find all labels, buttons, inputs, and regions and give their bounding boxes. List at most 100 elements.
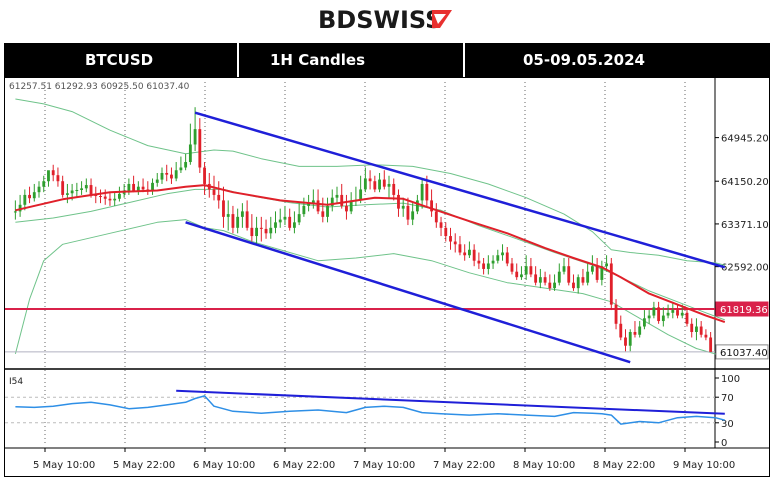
candle-body <box>80 188 83 190</box>
candle-body <box>680 312 684 316</box>
candle-body <box>695 326 698 333</box>
candle-body <box>316 200 320 212</box>
y-tick-label: 62592.00 <box>721 263 769 274</box>
candle-body <box>155 179 159 183</box>
candle-body <box>444 227 448 237</box>
candle-body <box>198 129 202 168</box>
candle-body <box>387 183 391 187</box>
candle-body <box>297 214 301 223</box>
candle-body <box>378 179 381 190</box>
y-tick-label: 63371.10 <box>721 220 769 231</box>
x-tick-label: 8 May 10:00 <box>513 460 575 471</box>
candle-body <box>543 277 547 283</box>
candle-body <box>501 252 504 256</box>
candle-body <box>32 192 36 199</box>
candle-body <box>311 200 315 204</box>
candle-body <box>274 222 277 228</box>
candle-body <box>70 190 74 194</box>
candle-body <box>359 189 363 201</box>
candle-body <box>572 282 575 289</box>
candle-body <box>165 172 169 175</box>
candle-body <box>259 227 263 229</box>
candle-body <box>61 181 65 195</box>
candle-body <box>557 271 561 283</box>
resistance-price-label: 61819.36 <box>720 305 768 316</box>
candle-body <box>113 198 117 201</box>
candle-body <box>293 222 296 228</box>
candle-body <box>548 282 552 289</box>
candle-body <box>141 186 145 190</box>
candle-body <box>212 189 216 195</box>
header-divider <box>237 43 239 77</box>
candle-body <box>699 326 703 335</box>
candle-body <box>193 129 197 145</box>
candle-body <box>392 183 396 195</box>
candle-body <box>643 318 646 327</box>
moving-average-line <box>15 184 726 324</box>
indicator-y-tick-label: 30 <box>721 419 734 430</box>
candle-body <box>411 211 415 220</box>
x-tick-label: 8 May 22:00 <box>593 460 655 471</box>
candle-body <box>37 186 41 193</box>
candle-body <box>174 170 178 179</box>
candle-body <box>520 274 523 278</box>
candle-body <box>236 216 240 228</box>
candle-body <box>439 222 443 228</box>
candle-body <box>160 172 164 180</box>
candle-body <box>222 200 225 217</box>
candle-body <box>628 332 632 346</box>
candle-body <box>42 181 46 187</box>
candle-body <box>51 170 55 176</box>
candle-body <box>529 266 533 275</box>
candle-body <box>709 337 713 352</box>
channel-upper-line <box>194 111 726 269</box>
candle-body <box>151 182 154 192</box>
candle-body <box>666 312 670 316</box>
indicator-y-tick-label: 70 <box>721 393 734 404</box>
candle-body <box>657 307 661 322</box>
candle-body <box>89 185 93 195</box>
candle-body <box>690 323 694 333</box>
candle-body <box>420 183 424 201</box>
candle-body <box>217 194 221 201</box>
rsi-line <box>15 395 725 425</box>
date-range-label: 05-09.05.2024 <box>523 51 645 69</box>
current-price-label: 61037.40 <box>720 348 768 359</box>
candle-body <box>482 263 486 269</box>
brand-logo: BDSWISS <box>318 6 452 34</box>
indicator-y-tick-label: 100 <box>721 374 740 385</box>
candle-body <box>624 337 627 346</box>
candle-body <box>661 315 665 322</box>
candle-body <box>562 266 566 272</box>
rsi-trendline <box>176 389 725 415</box>
candle-body <box>415 200 419 212</box>
candle-body <box>373 181 377 190</box>
candle-body <box>321 211 325 217</box>
y-tick-label: 64945.20 <box>721 134 769 145</box>
candle-body <box>283 216 287 220</box>
y-tick-label: 64150.20 <box>721 177 769 188</box>
candle-body <box>75 189 79 191</box>
candle-body <box>188 144 192 163</box>
candle-body <box>269 227 273 234</box>
legend-values: 61257.51 61292.93 60925.50 61037.40 <box>9 82 190 92</box>
candle-body <box>255 227 258 237</box>
candle-body <box>567 266 571 283</box>
candle-body <box>515 271 519 278</box>
candle-body <box>704 334 708 338</box>
candle-body <box>576 277 580 289</box>
candle-body <box>652 307 656 316</box>
band-upper-line <box>15 98 725 266</box>
brand-flag-notch <box>434 14 446 24</box>
candle-body <box>605 263 608 267</box>
chart-frame: 5 May 10:00 5 May 22:00 6 May 10:00 6 May 2… <box>4 77 770 477</box>
candle-body <box>136 186 140 191</box>
candle-body <box>619 323 623 338</box>
candle-body <box>326 205 329 217</box>
candle-body <box>430 200 433 212</box>
candle-body <box>609 263 613 305</box>
candle-body <box>468 249 471 256</box>
candle-body <box>595 266 599 280</box>
candle-body <box>47 170 50 182</box>
candle-body <box>330 197 334 206</box>
